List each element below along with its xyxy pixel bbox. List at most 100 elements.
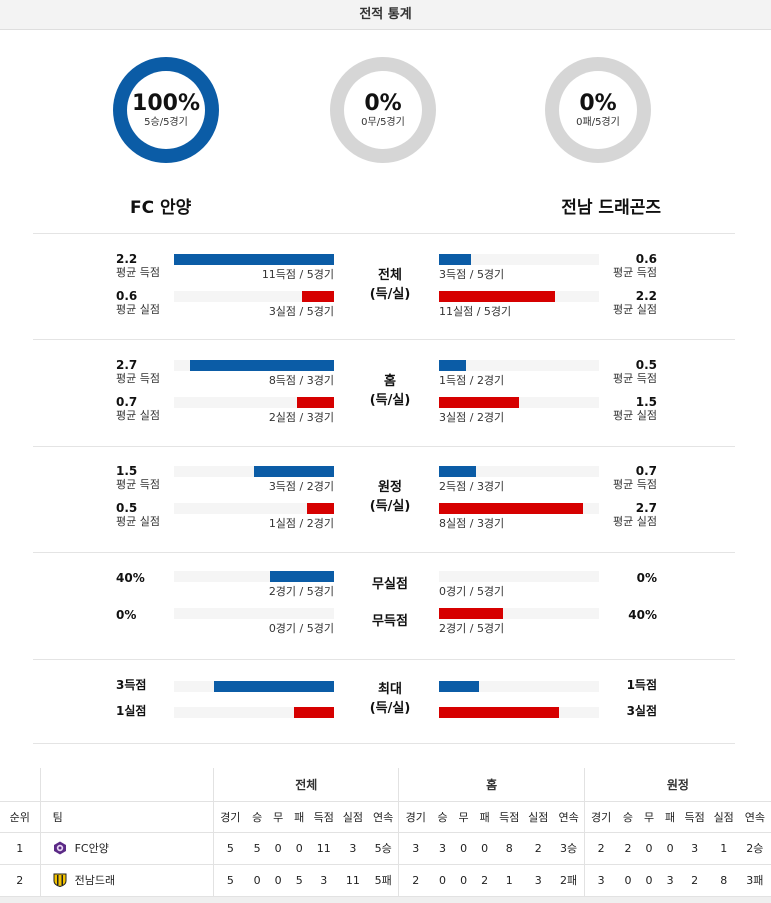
home-stat-value: 0.7 [116, 395, 138, 409]
standings-col-header: 득점 [313, 810, 334, 824]
standings-col-header: 팀 [39, 801, 214, 832]
away-stat-bar [439, 254, 471, 265]
away-stat-bar-track [439, 707, 599, 718]
standings-col-header: 득점 [684, 810, 705, 824]
home-team-name: FC 안양 [130, 198, 192, 218]
away-stat-bar-label: 1득점 / 2경기 [439, 374, 505, 387]
home-stat-bar [174, 254, 334, 265]
stat-cell: 5승 [374, 842, 392, 855]
team-cell[interactable]: FC안양 [39, 832, 214, 864]
standings-col-header: 패 [294, 810, 305, 824]
draw-rate-detail: 0무/5경기 [361, 116, 405, 128]
home-stat-value: 0% [116, 608, 137, 622]
home-stat-bar-track [174, 608, 334, 619]
home-stat-bar-label: 2경기 / 5경기 [268, 585, 334, 598]
stat-cell: 0 [624, 873, 632, 887]
standings-col-header: 경기 [583, 801, 618, 832]
table-row: 2 전남드래 5 0 0 5 3 11 5패 2 0 0 2 1 3 2패 3 0 0 3 2 8 3패 [0, 864, 771, 896]
section-divider [33, 743, 735, 744]
stat-cell: 0 [645, 873, 653, 887]
stat-cell: 2 [624, 841, 632, 855]
stat-cell: 8 [720, 873, 728, 887]
away-stat-bar-track [439, 571, 599, 582]
away-stat-label: 평균 실점 [613, 515, 657, 528]
section-center-line: 최대 [378, 682, 402, 697]
draw-rate-value: 0% [364, 90, 402, 116]
group-away: 원정 [583, 768, 771, 801]
stat-cell: 3패 [746, 874, 764, 887]
home-stat-bar [270, 571, 334, 582]
stat-cell: 0 [481, 841, 489, 855]
section-center-line: (득/실) [369, 499, 411, 514]
section-center-line: 전체 [378, 268, 402, 283]
away-stat-bar-label: 0경기 / 5경기 [439, 585, 505, 598]
stat-cell: 5 [253, 841, 261, 855]
section-divider [33, 552, 735, 553]
away-stat-bar [439, 360, 466, 371]
away-stat-value: 40% [628, 608, 657, 622]
section-header: 전적 통계 [0, 0, 771, 30]
standings-col-header: 실점 [528, 810, 549, 824]
away-stat-bar-label: 3득점 / 5경기 [439, 268, 505, 281]
home-stat-value: 1실점 [116, 704, 147, 718]
loss-rate-donut: 0% 0패/5경기 [545, 57, 651, 163]
home-stat-bar [214, 681, 334, 692]
stat-cell: 11 [345, 873, 360, 887]
stat-cell: 2 [691, 873, 699, 887]
home-stat-bar [190, 360, 334, 371]
away-stat-value: 0.7 [635, 464, 657, 478]
home-stat-bar-track [174, 397, 334, 408]
section-center-line: (득/실) [369, 287, 411, 302]
win-rate-value: 100% [132, 90, 200, 116]
group-total: 전체 [213, 768, 399, 801]
stat-cell: 5 [213, 832, 247, 864]
stat-cell: 2 [398, 864, 433, 896]
section-center-line: 원정 [378, 480, 402, 495]
away-stat-bar-label: 3실점 / 2경기 [439, 411, 505, 424]
jeonnam-logo-icon [53, 873, 67, 887]
standings-col-header: 연속 [373, 810, 394, 824]
away-stat-bar [439, 707, 559, 718]
away-stat-value: 2.7 [635, 501, 657, 515]
home-stat-bar-label: 1실점 / 2경기 [268, 517, 334, 530]
loss-rate-value: 0% [579, 90, 617, 116]
home-stat-bar-label: 8득점 / 3경기 [268, 374, 334, 387]
away-stat-value: 1.5 [635, 395, 657, 409]
away-stat-bar [439, 291, 555, 302]
away-stat-bar-label: 2득점 / 3경기 [439, 480, 505, 493]
home-stat-value: 0.6 [116, 289, 138, 303]
section-center-line: 홈 [384, 374, 396, 389]
home-stat-bar-label: 0경기 / 5경기 [268, 622, 334, 635]
away-stat-bar-track [439, 608, 599, 619]
stat-cell: 8 [505, 841, 513, 855]
stat-cell: 0 [274, 873, 282, 887]
stat-cell: 3 [583, 864, 618, 896]
stat-cell: 1 [720, 841, 728, 855]
rank-cell: 1 [16, 841, 24, 855]
away-stat-bar-label: 11실점 / 5경기 [439, 305, 512, 318]
stat-cell: 2승 [746, 842, 764, 855]
group-home: 홈 [398, 768, 585, 801]
home-stat-bar [302, 291, 334, 302]
home-stat-label: 평균 득점 [116, 266, 160, 279]
section-center-label: 전체 (득/실) [340, 266, 440, 304]
stat-cell: 5 [295, 873, 303, 887]
away-stat-bar-track [439, 291, 599, 302]
home-stat-bar-track [174, 466, 334, 477]
team-name: 전남드래 [74, 874, 116, 887]
stat-cell: 0 [295, 841, 303, 855]
away-stat-bar-label: 8실점 / 3경기 [439, 517, 505, 530]
away-stat-value: 1득점 [626, 678, 657, 692]
standings-col-header: 실점 [342, 810, 363, 824]
away-stat-bar [439, 681, 479, 692]
win-rate-detail: 5승/5경기 [144, 116, 188, 128]
home-stat-label: 평균 득점 [116, 478, 160, 491]
away-stat-bar [439, 503, 583, 514]
team-cell[interactable]: 전남드래 [39, 864, 214, 896]
home-stat-value: 2.2 [116, 252, 138, 266]
standings-col-header: 패 [665, 810, 676, 824]
standings-col-header: 경기 [213, 801, 247, 832]
away-stat-label: 평균 득점 [613, 372, 657, 385]
away-stat-label: 평균 실점 [613, 303, 657, 316]
home-stat-bar [307, 503, 334, 514]
